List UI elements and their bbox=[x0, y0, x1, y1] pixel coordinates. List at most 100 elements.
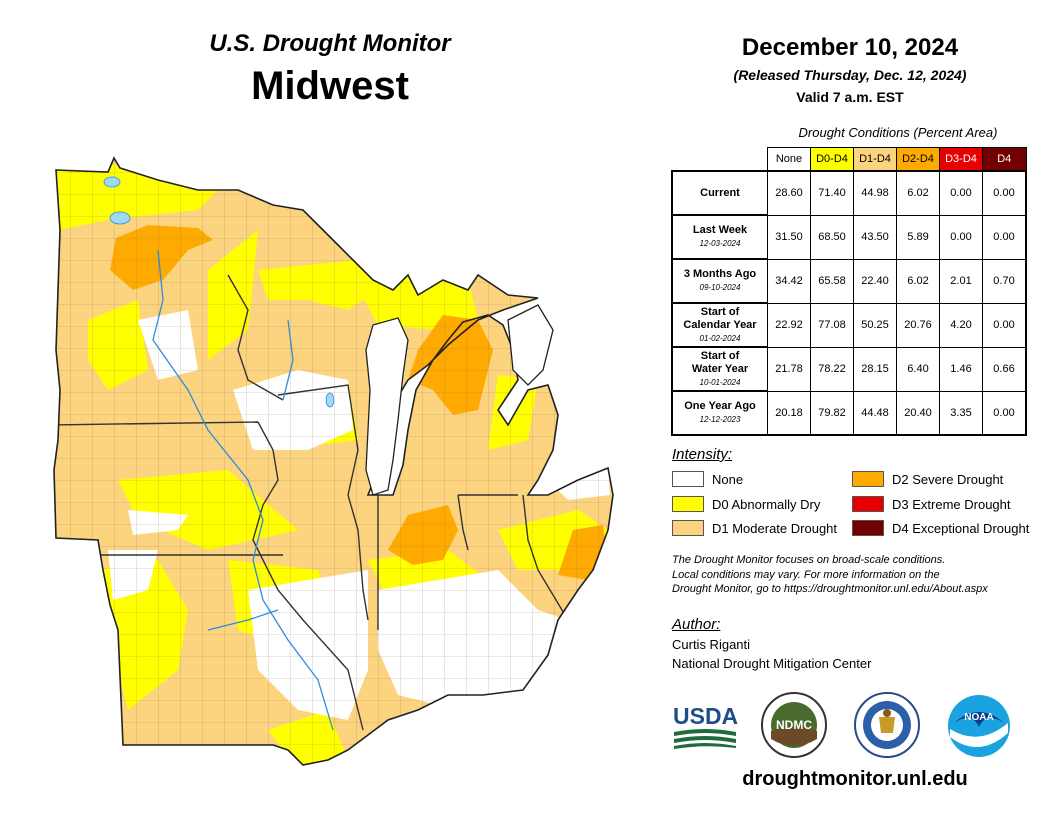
cell-value: 44.48 bbox=[853, 390, 897, 436]
note-line: The Drought Monitor focuses on broad-sca… bbox=[672, 554, 946, 566]
legend-label: D0 Abnormally Dry bbox=[712, 496, 821, 512]
legend-label: D4 Exceptional Drought bbox=[892, 520, 1030, 536]
legend-swatch bbox=[672, 520, 704, 536]
lake-huron-bay bbox=[507, 304, 554, 386]
row-label: Last Week 12-03-2024 bbox=[671, 214, 768, 260]
note-line: Drought Monitor, go to https://droughtmo… bbox=[672, 583, 988, 595]
valid-time: Valid 7 a.m. EST bbox=[796, 89, 904, 105]
table-row: Current 28.60 71.40 44.98 6.02 0.00 0.00 bbox=[671, 170, 1027, 216]
cell-value: 20.76 bbox=[896, 302, 940, 348]
cell-value: 0.00 bbox=[939, 170, 983, 216]
legend-item-d1: D1 Moderate Drought bbox=[672, 520, 837, 536]
cell-value: 0.00 bbox=[982, 214, 1027, 260]
svg-text:NDMC: NDMC bbox=[776, 718, 812, 732]
legend-swatch bbox=[852, 520, 884, 536]
table-row: Start of Water Year 10-01-2024 21.78 78.22… bbox=[671, 346, 1027, 392]
col-header-d4: D4 bbox=[982, 147, 1027, 172]
row-label: Start of Calendar Year 01-02-2024 bbox=[671, 302, 768, 348]
cell-value: 5.89 bbox=[896, 214, 940, 260]
cell-value: 28.60 bbox=[767, 170, 811, 216]
doc-seal-logo bbox=[854, 692, 920, 758]
svg-text:NOAA: NOAA bbox=[964, 712, 993, 723]
ndmc-logo: NDMC bbox=[761, 692, 827, 758]
cell-value: 0.70 bbox=[982, 258, 1027, 304]
cell-value: 65.58 bbox=[810, 258, 854, 304]
product-title: U.S. Drought Monitor bbox=[209, 30, 451, 57]
table-row: Last Week 12-03-2024 31.50 68.50 43.50 5.… bbox=[671, 214, 1027, 260]
cell-value: 22.40 bbox=[853, 258, 897, 304]
author-organization: National Drought Mitigation Center bbox=[672, 656, 872, 671]
cell-value: 20.18 bbox=[767, 390, 811, 436]
table-row: 3 Months Ago 09-10-2024 34.42 65.58 22.40… bbox=[671, 258, 1027, 304]
cell-value: 78.22 bbox=[810, 346, 854, 392]
release-date: (Released Thursday, Dec. 12, 2024) bbox=[733, 67, 967, 83]
legend-label: None bbox=[712, 471, 744, 487]
col-header-d3-d4: D3-D4 bbox=[939, 147, 983, 172]
col-header-d0-d4: D0-D4 bbox=[810, 147, 854, 172]
legend-item-d0: D0 Abnormally Dry bbox=[672, 496, 820, 512]
col-header-d2-d4: D2-D4 bbox=[896, 147, 940, 172]
cell-value: 71.40 bbox=[810, 170, 854, 216]
inland-lakes bbox=[103, 176, 335, 408]
cell-value: 21.78 bbox=[767, 346, 811, 392]
cell-value: 1.46 bbox=[939, 346, 983, 392]
row-label: 3 Months Ago 09-10-2024 bbox=[671, 258, 768, 304]
cell-value: 6.02 bbox=[896, 258, 940, 304]
disclaimer-note: The Drought Monitor focuses on broad-sca… bbox=[672, 553, 1052, 597]
cell-value: 0.00 bbox=[939, 214, 983, 260]
table-row: Start of Calendar Year 01-02-2024 22.92 77… bbox=[671, 302, 1027, 348]
col-header-d1-d4: D1-D4 bbox=[853, 147, 897, 172]
cell-value: 77.08 bbox=[810, 302, 854, 348]
row-label: Current bbox=[671, 170, 768, 216]
cell-value: 20.40 bbox=[896, 390, 940, 436]
cell-value: 34.42 bbox=[767, 258, 811, 304]
legend-swatch bbox=[672, 496, 704, 512]
row-label: Start of Water Year 10-01-2024 bbox=[671, 346, 768, 392]
cell-value: 0.00 bbox=[982, 302, 1027, 348]
table-header-row: None D0-D4 D1-D4 D2-D4 D3-D4 D4 bbox=[672, 147, 1027, 172]
state-borders bbox=[54, 274, 569, 731]
rivers bbox=[152, 249, 334, 731]
lake-michigan bbox=[365, 317, 409, 496]
svg-text:USDA: USDA bbox=[673, 703, 738, 729]
legend-item-d2: D2 Severe Drought bbox=[852, 471, 1003, 487]
cell-value: 68.50 bbox=[810, 214, 854, 260]
usda-logo: USDA bbox=[673, 703, 738, 749]
map-date: December 10, 2024 bbox=[741, 34, 959, 61]
legend-swatch bbox=[672, 471, 704, 487]
author-heading: Author: bbox=[672, 616, 721, 633]
cell-value: 44.98 bbox=[853, 170, 897, 216]
cell-value: 3.35 bbox=[939, 390, 983, 436]
cell-value: 0.66 bbox=[982, 346, 1027, 392]
drought-map bbox=[53, 157, 614, 766]
legend-label: D1 Moderate Drought bbox=[712, 520, 838, 536]
legend-swatch bbox=[852, 471, 884, 487]
legend-item-d3: D3 Extreme Drought bbox=[852, 496, 1011, 512]
cell-value: 6.40 bbox=[896, 346, 940, 392]
cell-value: 0.00 bbox=[982, 170, 1027, 216]
cell-value: 28.15 bbox=[853, 346, 897, 392]
drought-stats-table: None D0-D4 D1-D4 D2-D4 D3-D4 D4 Current … bbox=[671, 147, 1027, 436]
cell-value: 4.20 bbox=[939, 302, 983, 348]
cell-value: 0.00 bbox=[982, 390, 1027, 436]
cell-value: 79.82 bbox=[810, 390, 854, 436]
col-header-none: None bbox=[767, 147, 811, 172]
legend-item-d4: D4 Exceptional Drought bbox=[852, 520, 1029, 536]
legend-label: D3 Extreme Drought bbox=[892, 496, 1011, 512]
row-label: One Year Ago 12-12-2023 bbox=[671, 390, 768, 436]
legend-label: D2 Severe Drought bbox=[892, 471, 1004, 487]
cell-value: 2.01 bbox=[939, 258, 983, 304]
note-line: Local conditions may vary. For more info… bbox=[672, 568, 940, 581]
cell-value: 6.02 bbox=[896, 170, 940, 216]
great-lakes bbox=[365, 304, 554, 496]
table-row: One Year Ago 12-12-2023 20.18 79.82 44.48… bbox=[671, 390, 1027, 436]
cell-value: 50.25 bbox=[853, 302, 897, 348]
legend-item-none: None bbox=[672, 471, 743, 487]
website-url[interactable]: droughtmonitor.unl.edu bbox=[742, 768, 968, 790]
region-title: Midwest bbox=[251, 64, 409, 108]
legend-swatch bbox=[852, 496, 884, 512]
cell-value: 22.92 bbox=[767, 302, 811, 348]
author-name: Curtis Riganti bbox=[672, 637, 751, 652]
legend-title: Intensity: bbox=[672, 446, 733, 463]
cell-value: 43.50 bbox=[853, 214, 897, 260]
